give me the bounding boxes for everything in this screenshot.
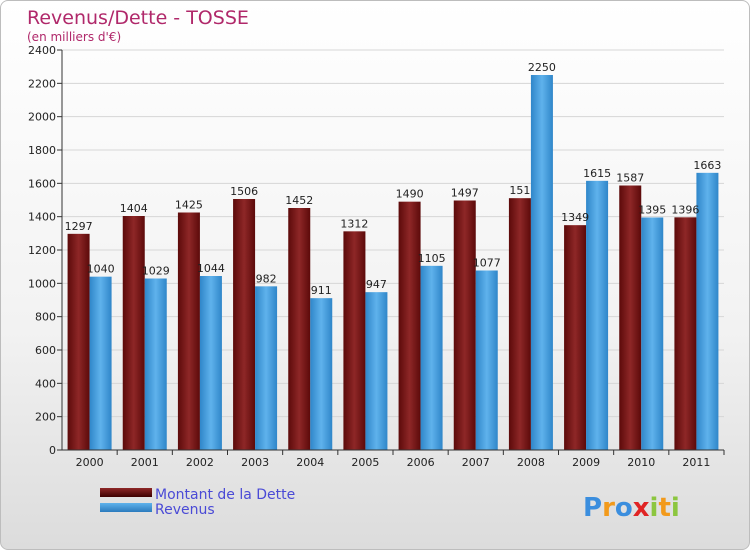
chart-title: Revenus/Dette - TOSSE: [27, 7, 249, 29]
y-tick-label: 1800: [28, 144, 56, 157]
bar-dette: [233, 199, 256, 450]
x-tick-label: 2002: [186, 456, 214, 469]
data-label-revenus: 947: [366, 278, 387, 291]
x-tick-label: 2009: [572, 456, 600, 469]
x-tick-label: 2001: [131, 456, 159, 469]
logo-letter: o: [615, 493, 633, 523]
bar-revenus: [586, 180, 609, 451]
legend-label-debt: Montant de la Dette: [155, 487, 295, 503]
x-tick-label: 2010: [627, 456, 655, 469]
data-label-dette: 1452: [285, 194, 313, 207]
proxiti-logo: Proxiti: [583, 493, 680, 523]
logo-letter: x: [633, 493, 650, 523]
bar-dette: [674, 217, 697, 450]
data-label-revenus: 1044: [197, 262, 225, 275]
data-label-revenus: 1077: [473, 257, 501, 270]
bar-revenus: [530, 75, 553, 450]
x-tick-label: 2005: [351, 456, 379, 469]
x-tick-label: 2006: [407, 456, 435, 469]
bar-revenus: [475, 270, 498, 450]
x-tick-label: 2003: [241, 456, 269, 469]
bar-dette: [619, 185, 642, 450]
data-label-revenus: 982: [256, 272, 277, 285]
y-tick-label: 2000: [28, 111, 56, 124]
x-tick-label: 2004: [296, 456, 324, 469]
legend-swatch-debt: [100, 488, 152, 497]
bar-dette: [122, 216, 145, 450]
data-label-dette: 1490: [396, 188, 424, 201]
bar-dette: [398, 201, 421, 450]
legend-swatch-revenus: [100, 503, 152, 512]
bar-revenus: [310, 298, 333, 450]
y-tick-label: 400: [35, 377, 56, 390]
data-label-dette: 1404: [120, 202, 148, 215]
y-tick-label: 0: [49, 444, 56, 457]
y-tick-label: 800: [35, 311, 56, 324]
y-tick-label: 200: [35, 411, 56, 424]
logo-letter: t: [658, 493, 670, 523]
y-tick-label: 1000: [28, 277, 56, 290]
y-tick-label: 2200: [28, 77, 56, 90]
bar-revenus: [144, 278, 167, 450]
x-tick-label: 2008: [517, 456, 545, 469]
data-label-revenus: 1029: [142, 265, 170, 278]
data-label-dette: 1297: [65, 220, 93, 233]
bar-revenus: [255, 286, 278, 450]
x-tick-label: 2000: [76, 456, 104, 469]
data-label-dette: 1425: [175, 199, 203, 212]
data-label-dette: 1497: [451, 187, 479, 200]
bar-revenus: [89, 276, 112, 450]
data-label-dette: 1506: [230, 185, 258, 198]
bar-dette: [564, 225, 587, 450]
bar-revenus: [199, 276, 222, 450]
bar-revenus: [365, 292, 388, 450]
data-label-revenus: 1615: [583, 167, 611, 180]
data-label-revenus: 1395: [638, 204, 666, 217]
data-label-revenus: 1040: [87, 263, 115, 276]
logo-letter: P: [583, 493, 602, 523]
data-label-revenus: 1663: [693, 159, 721, 172]
y-tick-label: 1200: [28, 244, 56, 257]
y-tick-label: 600: [35, 344, 56, 357]
y-tick-label: 1400: [28, 211, 56, 224]
bar-dette: [508, 198, 531, 450]
data-label-revenus: 2250: [528, 61, 556, 74]
y-tick-label: 2400: [28, 44, 56, 57]
bar-dette: [177, 212, 200, 450]
bar-revenus: [696, 172, 719, 451]
data-label-dette: 1349: [561, 211, 589, 224]
x-tick-label: 2007: [462, 456, 490, 469]
chart-subtitle: (en milliers d'€): [27, 30, 121, 44]
y-tick-label: 1600: [28, 177, 56, 190]
bar-dette: [453, 200, 476, 450]
bar-revenus: [641, 217, 664, 450]
bar-dette: [288, 208, 311, 450]
data-label-revenus: 1105: [418, 252, 446, 265]
data-label-dette: 1587: [616, 172, 644, 185]
logo-letter: i: [650, 493, 659, 523]
bar-revenus: [420, 265, 443, 450]
data-label-revenus: 911: [311, 284, 332, 297]
bar-dette: [67, 233, 90, 450]
bar-dette: [343, 231, 366, 450]
axes: 0 200 400 600 800 1000 1200 1400 1600 1800 2000 220…: [28, 44, 725, 469]
data-label-dette: 1396: [671, 203, 699, 216]
data-label-dette: 1312: [340, 217, 368, 230]
data-label-dette: 151: [509, 184, 530, 197]
bars: 1297 1040 1404 1029 1425 1044 1506 982 1452 911 13…: [65, 61, 721, 451]
legend-label-revenus: Revenus: [155, 502, 215, 518]
x-tick-label: 2011: [682, 456, 710, 469]
logo-letter: i: [671, 493, 680, 523]
logo-letter: r: [602, 493, 615, 523]
